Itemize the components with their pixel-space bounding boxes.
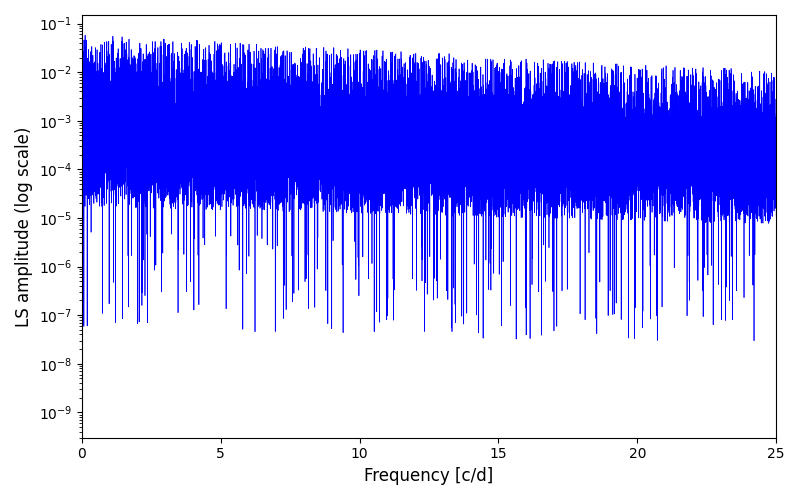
Y-axis label: LS amplitude (log scale): LS amplitude (log scale) bbox=[15, 126, 33, 326]
X-axis label: Frequency [c/d]: Frequency [c/d] bbox=[364, 467, 494, 485]
